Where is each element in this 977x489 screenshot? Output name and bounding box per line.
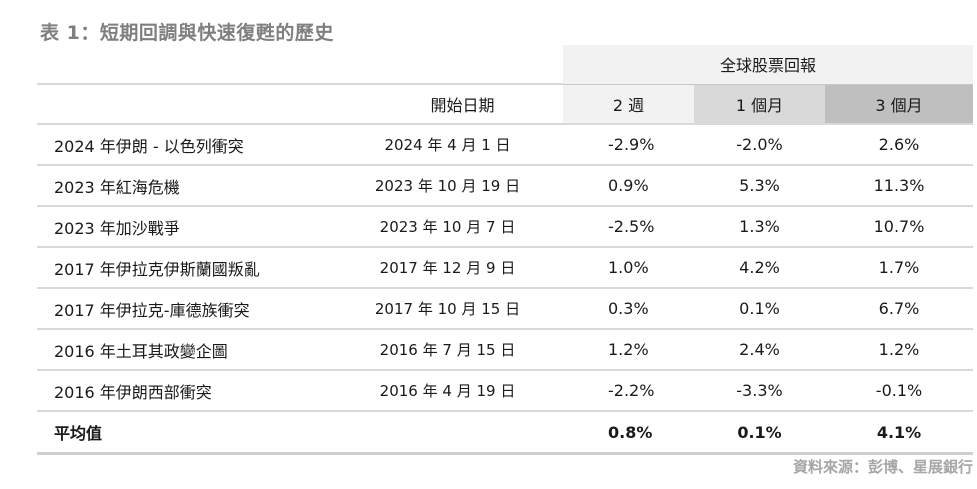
blank-cell (332, 45, 563, 85)
start-date-column-header: 開始日期 (332, 84, 563, 125)
event-cell: 2023 年加沙戰爭 (37, 206, 332, 248)
event-cell: 2016 年伊朗西部衝突 (37, 370, 332, 412)
one-month-return-cell: 1.3% (694, 206, 825, 248)
event-column-header (37, 84, 332, 125)
one-month-return-cell: 4.2% (694, 247, 825, 289)
average-three-month-cell: 4.1% (825, 411, 974, 455)
three-month-return-cell: -0.1% (825, 370, 974, 412)
returns-table: 全球股票回報 開始日期 2 週 1 個月 3 個月 2024 年伊朗 - 以色列… (37, 45, 974, 455)
two-week-return-cell: -2.2% (563, 370, 694, 412)
date-cell: 2017 年 12 月 9 日 (332, 247, 563, 289)
event-cell: 2017 年伊拉克伊斯蘭國叛亂 (37, 247, 332, 289)
three-month-return-cell: 11.3% (825, 165, 974, 207)
date-cell: 2023 年 10 月 19 日 (332, 165, 563, 207)
table-title: 表 1：短期回調與快速復甦的歷史 (40, 22, 334, 44)
table-row: 2023 年紅海危機 2023 年 10 月 19 日 0.9% 5.3% 11… (37, 165, 974, 207)
average-row: 平均值 0.8% 0.1% 4.1% (37, 411, 974, 455)
event-cell: 2016 年土耳其政變企圖 (37, 329, 332, 371)
three-month-return-cell: 6.7% (825, 288, 974, 330)
date-cell: 2016 年 4 月 19 日 (332, 370, 563, 412)
blank-cell (37, 45, 332, 85)
date-cell: 2017 年 10 月 15 日 (332, 288, 563, 330)
two-week-return-cell: 1.2% (563, 329, 694, 371)
two-week-return-cell: -2.5% (563, 206, 694, 248)
two-week-return-cell: -2.9% (563, 124, 694, 166)
one-month-return-cell: 5.3% (694, 165, 825, 207)
global-equity-returns-header: 全球股票回報 (563, 45, 974, 85)
table-row: 2017 年伊拉克伊斯蘭國叛亂 2017 年 12 月 9 日 1.0% 4.2… (37, 247, 974, 289)
table-row: 2023 年加沙戰爭 2023 年 10 月 7 日 -2.5% 1.3% 10… (37, 206, 974, 248)
source-note: 資料來源：彭博、星展銀行 (792, 458, 973, 476)
three-month-column-header: 3 個月 (825, 84, 974, 125)
two-week-column-header: 2 週 (563, 84, 694, 125)
event-cell: 2024 年伊朗 - 以色列衝突 (37, 124, 332, 166)
blank-cell (332, 411, 563, 455)
date-cell: 2016 年 7 月 15 日 (332, 329, 563, 371)
two-week-return-cell: 0.3% (563, 288, 694, 330)
average-two-week-cell: 0.8% (563, 411, 694, 455)
one-month-return-cell: 2.4% (694, 329, 825, 371)
date-cell: 2024 年 4 月 1 日 (332, 124, 563, 166)
three-month-return-cell: 1.2% (825, 329, 974, 371)
three-month-return-cell: 10.7% (825, 206, 974, 248)
two-week-return-cell: 1.0% (563, 247, 694, 289)
one-month-return-cell: -2.0% (694, 124, 825, 166)
average-label: 平均值 (37, 411, 332, 455)
three-month-return-cell: 1.7% (825, 247, 974, 289)
event-cell: 2017 年伊拉克-庫德族衝突 (37, 288, 332, 330)
three-month-return-cell: 2.6% (825, 124, 974, 166)
average-one-month-cell: 0.1% (694, 411, 825, 455)
one-month-return-cell: -3.3% (694, 370, 825, 412)
event-cell: 2023 年紅海危機 (37, 165, 332, 207)
one-month-return-cell: 0.1% (694, 288, 825, 330)
table-row: 2017 年伊拉克-庫德族衝突 2017 年 10 月 15 日 0.3% 0.… (37, 288, 974, 330)
two-week-return-cell: 0.9% (563, 165, 694, 207)
date-cell: 2023 年 10 月 7 日 (332, 206, 563, 248)
one-month-column-header: 1 個月 (694, 84, 825, 125)
table-row: 2016 年土耳其政變企圖 2016 年 7 月 15 日 1.2% 2.4% … (37, 329, 974, 371)
column-header-row: 開始日期 2 週 1 個月 3 個月 (37, 84, 974, 125)
table-row: 2024 年伊朗 - 以色列衝突 2024 年 4 月 1 日 -2.9% -2… (37, 124, 974, 166)
group-header-row: 全球股票回報 (37, 45, 974, 85)
table-row: 2016 年伊朗西部衝突 2016 年 4 月 19 日 -2.2% -3.3%… (37, 370, 974, 412)
